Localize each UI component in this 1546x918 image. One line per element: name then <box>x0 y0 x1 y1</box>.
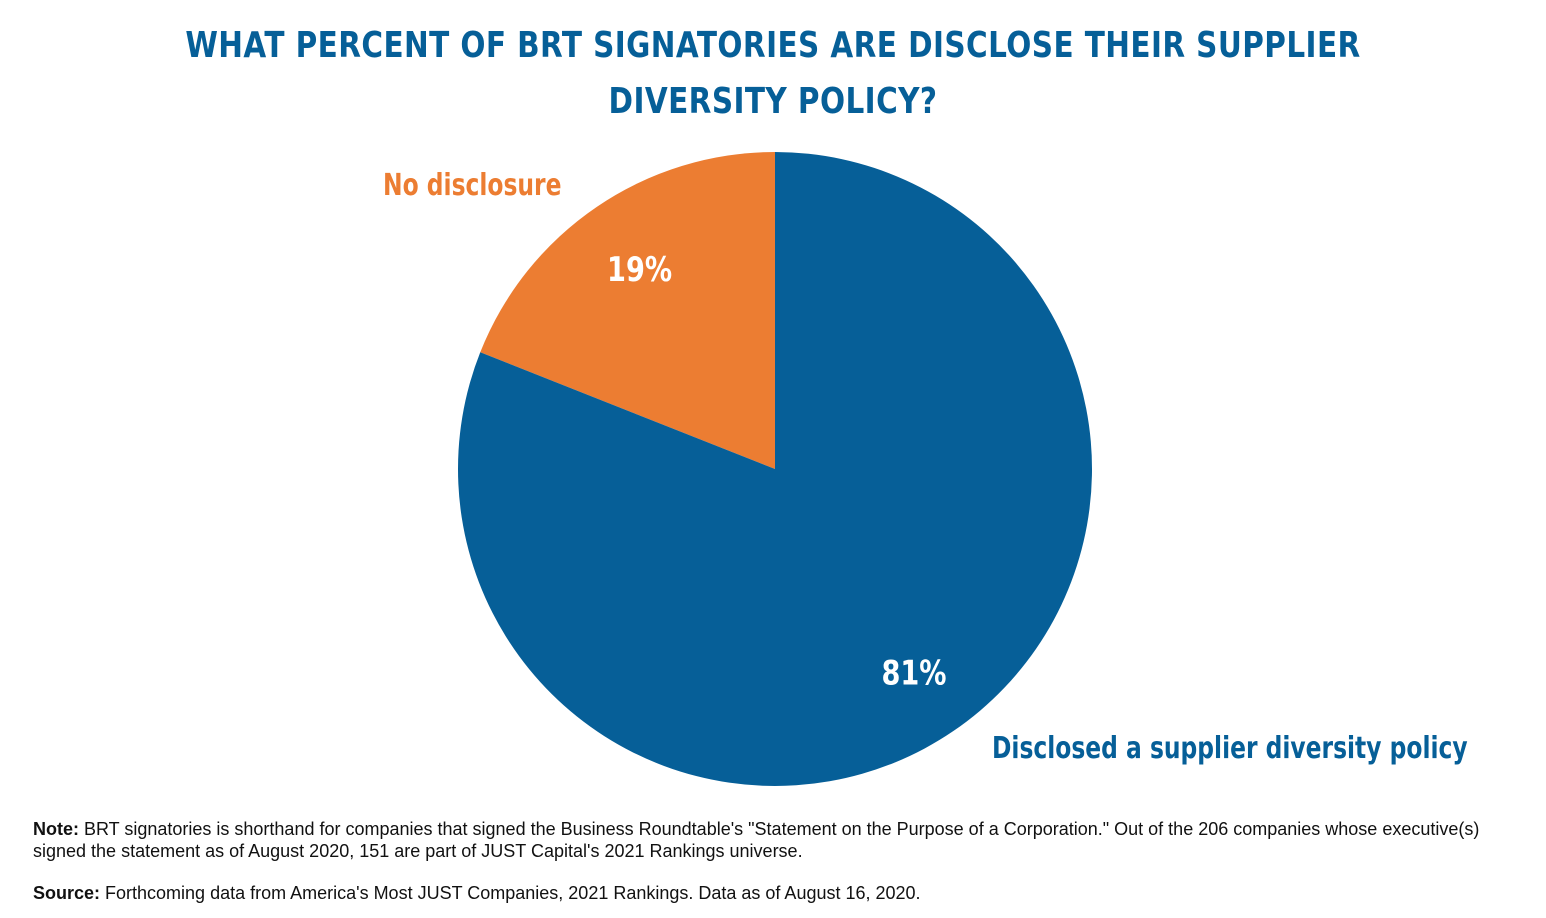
source-paragraph: Source: Forthcoming data from America's … <box>33 882 1523 904</box>
legend-label-no-disclosure: No disclosure <box>383 168 562 203</box>
note-label: Note: <box>33 819 79 839</box>
note-text: BRT signatories is shorthand for compani… <box>33 819 1480 861</box>
pie-slice-no-disclosure <box>480 152 775 469</box>
data-label-disclosed: 81% <box>881 654 946 694</box>
source-text: Forthcoming data from America's Most JUS… <box>100 883 921 903</box>
footnotes: Note: BRT signatories is shorthand for c… <box>33 818 1523 904</box>
chart-title-line-2: DIVERSITY POLICY? <box>608 81 938 122</box>
chart-title: WHAT PERCENT OF BRT SIGNATORIES ARE DISC… <box>139 18 1407 130</box>
chart-title-line-1: WHAT PERCENT OF BRT SIGNATORIES ARE DISC… <box>185 25 1361 66</box>
legend-label-disclosed: Disclosed a supplier diversity policy <box>992 731 1468 766</box>
note-paragraph: Note: BRT signatories is shorthand for c… <box>33 818 1523 862</box>
data-label-no-disclosure: 19% <box>607 250 672 290</box>
source-label: Source: <box>33 883 101 903</box>
pie-slice-disclosed <box>458 152 1093 786</box>
